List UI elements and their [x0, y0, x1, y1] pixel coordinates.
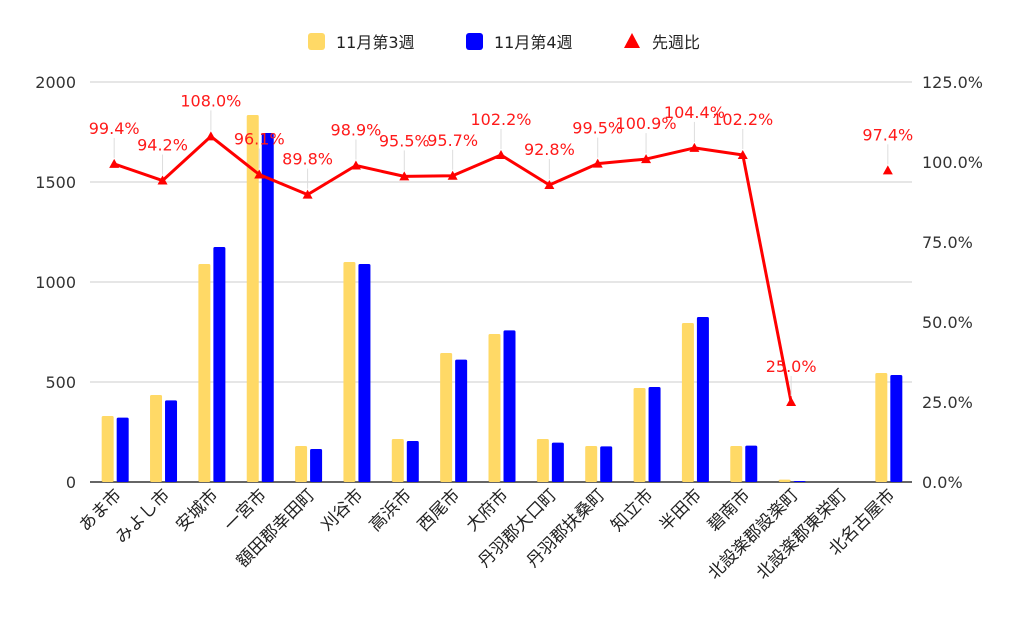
bars — [101, 115, 903, 482]
bar-week4 — [165, 400, 178, 482]
ratio-point — [786, 397, 797, 406]
ratio-data-label: 94.2% — [137, 136, 188, 155]
ratio-point — [689, 142, 700, 152]
legend: 11月第3週 11月第4週 先週比 — [308, 33, 700, 52]
bar-week3 — [488, 334, 501, 482]
legend-label: 先週比 — [652, 33, 700, 52]
bar-week4 — [551, 442, 564, 482]
ratio-point — [109, 158, 120, 168]
ratio-data-label: 97.4% — [862, 125, 913, 144]
ratio-data-label: 104.4% — [664, 103, 725, 122]
right-tick-label: 100.0% — [922, 153, 983, 172]
ratio-point — [641, 154, 652, 164]
ratio-data-label: 99.5% — [572, 119, 623, 138]
bar-week3 — [730, 446, 743, 482]
ratio-data-label: 102.2% — [712, 110, 773, 129]
bar-week3 — [295, 446, 308, 482]
category-label: 半田市 — [656, 485, 706, 535]
ratio-data-label: 98.9% — [331, 121, 382, 140]
bar-week4 — [503, 330, 516, 482]
category-label: みよし市 — [112, 485, 174, 547]
right-tick-label: 0.0% — [922, 473, 963, 492]
ratio-point — [882, 165, 893, 175]
ratio-data-label: 99.4% — [89, 119, 140, 138]
bar-week3 — [343, 262, 356, 482]
bar-week3 — [536, 439, 549, 482]
left-axis: 0 500 1000 1500 2000 — [35, 73, 76, 492]
bar-week4 — [793, 481, 806, 482]
legend-label: 11月第4週 — [494, 33, 573, 52]
category-label: 知立市 — [607, 485, 657, 535]
left-tick-label: 500 — [45, 373, 76, 392]
category-label: 刈谷市 — [317, 485, 367, 535]
bar-week3 — [585, 446, 598, 482]
ratio-point — [205, 131, 216, 141]
ratio-point — [350, 160, 361, 170]
data-labels: 99.4%94.2% 108.0% 96.1% 89.8% 98.9%95.5%95.7… — [89, 91, 913, 396]
bar-week4 — [358, 264, 371, 482]
bar-week3 — [150, 395, 163, 482]
ratio-data-label: 108.0% — [180, 91, 241, 110]
bar-week4 — [116, 417, 129, 482]
right-tick-label: 125.0% — [922, 73, 983, 92]
bar-week3 — [391, 439, 404, 482]
ratio-point — [254, 169, 265, 179]
ratio-data-label: 95.5% — [379, 131, 430, 150]
ratio-data-label: 25.0% — [766, 357, 817, 376]
left-tick-label: 1000 — [35, 273, 76, 292]
legend-swatch-week4 — [466, 33, 483, 50]
bar-week4 — [600, 446, 613, 482]
bar-week3 — [681, 323, 694, 482]
ratio-data-label: 102.2% — [470, 110, 531, 129]
legend-swatch-ratio — [624, 33, 640, 48]
ratio-data-label: 95.7% — [427, 131, 478, 150]
left-tick-label: 2000 — [35, 73, 76, 92]
bar-week4 — [213, 247, 226, 482]
left-tick-label: 0 — [66, 473, 76, 492]
bar-week3 — [633, 388, 646, 482]
legend-label: 11月第3週 — [336, 33, 415, 52]
bar-week4 — [406, 441, 419, 482]
ratio-point — [496, 149, 506, 159]
bar-week3 — [101, 416, 114, 482]
ratio-point — [399, 171, 410, 181]
right-axis: 0.0% 25.0% 50.0% 75.0% 100.0% 125.0% — [922, 73, 983, 492]
bar-week3 — [778, 479, 791, 482]
ratio-data-label: 89.8% — [282, 150, 333, 169]
ratio-data-label: 92.8% — [524, 140, 575, 159]
bar-week4 — [310, 449, 323, 482]
right-tick-label: 25.0% — [922, 393, 973, 412]
bar-week3 — [198, 264, 211, 482]
bar-week3 — [875, 373, 888, 482]
category-label: 安城市 — [172, 485, 222, 535]
bar-week4 — [261, 133, 274, 482]
category-label: 高浜市 — [366, 485, 416, 535]
gridlines — [90, 81, 912, 483]
ratio-point — [544, 180, 555, 190]
right-tick-label: 50.0% — [922, 313, 973, 332]
legend-swatch-week3 — [308, 33, 325, 50]
bar-week4 — [890, 375, 903, 482]
bar-week4 — [696, 317, 709, 482]
category-label: 西尾市 — [414, 485, 464, 535]
ratio-line — [109, 131, 893, 406]
ratio-point — [302, 189, 313, 199]
category-labels: あま市みよし市安城市一宮市額田郡幸田町刈谷市高浜市西尾市大府市丹羽郡大口町丹羽郡… — [76, 485, 900, 583]
bar-week4 — [745, 445, 758, 482]
bar-week3 — [440, 353, 453, 482]
ratio-point — [592, 158, 603, 168]
ratio-data-label: 96.1% — [234, 129, 285, 148]
bar-week4 — [455, 359, 468, 482]
bar-week3 — [246, 115, 259, 482]
ratio-data-label: 100.9% — [616, 114, 677, 133]
ratio-point — [157, 175, 168, 185]
ratio-point — [737, 149, 748, 159]
ratio-point — [447, 170, 458, 180]
bar-week4 — [648, 387, 661, 482]
right-tick-label: 75.0% — [922, 233, 973, 252]
left-tick-label: 1500 — [35, 173, 76, 192]
